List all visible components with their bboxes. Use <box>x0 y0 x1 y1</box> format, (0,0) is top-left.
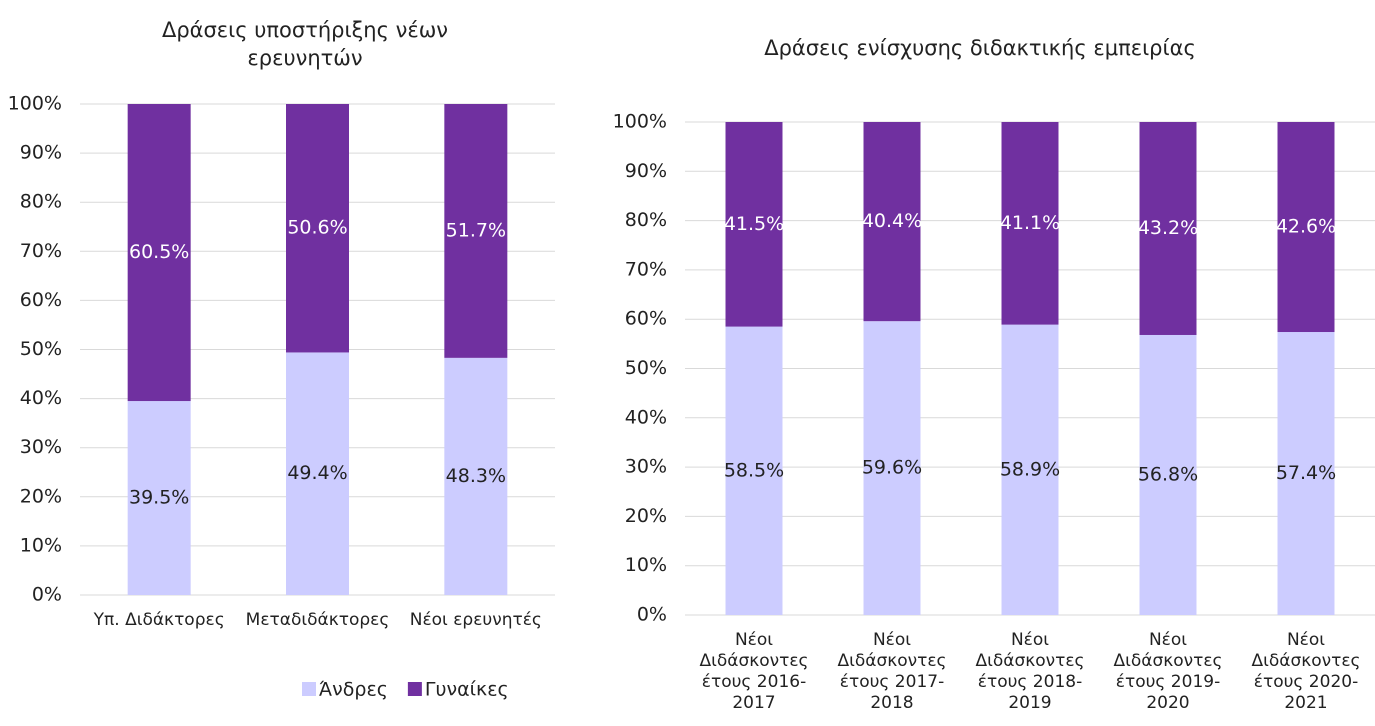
y-tick-label: 80% <box>625 209 667 231</box>
bar-segment <box>444 357 508 595</box>
bar-segment <box>863 321 921 615</box>
legend-label: Άνδρες <box>319 679 388 701</box>
bar-segment <box>1139 122 1197 335</box>
value-label: 56.8% <box>1138 463 1198 485</box>
legend-swatch <box>302 682 316 696</box>
x-tick-label: Νέοι Διδάσκοντες έτους 2016-2017 <box>699 630 809 713</box>
y-tick-label: 40% <box>20 387 62 409</box>
value-label: 40.4% <box>862 210 922 232</box>
y-tick-label: 50% <box>625 357 667 379</box>
y-tick-label: 100% <box>613 111 667 133</box>
y-tick-label: 30% <box>20 436 62 458</box>
bar-segment <box>286 352 349 595</box>
bar-segment <box>1139 334 1197 615</box>
x-tick-label: Νέοι Διδάσκοντες έτους 2017-2018 <box>837 630 947 713</box>
y-tick-label: 100% <box>8 93 62 115</box>
value-label: 39.5% <box>129 487 189 509</box>
y-tick-label: 40% <box>625 406 667 428</box>
y-tick-label: 90% <box>625 160 667 182</box>
value-label: 58.9% <box>1000 458 1060 480</box>
y-tick-label: 30% <box>625 456 667 478</box>
value-label: 42.6% <box>1276 216 1336 238</box>
y-tick-label: 10% <box>625 554 667 576</box>
chart-title: Δράσεις υποστήριξης νέων ερευνητών <box>161 18 449 70</box>
x-tick-label: Υπ. Διδάκτορες <box>93 610 225 630</box>
legend-label: Γυναίκες <box>425 679 509 701</box>
value-label: 41.1% <box>1000 212 1060 234</box>
bar-segment <box>863 122 921 322</box>
bar-segment <box>725 122 783 327</box>
y-tick-label: 70% <box>20 240 62 262</box>
value-label: 58.5% <box>724 459 784 481</box>
x-tick-label: Νέοι Διδάσκοντες έτους 2019-2020 <box>1113 630 1223 713</box>
bar-segment <box>1001 324 1059 615</box>
value-label: 48.3% <box>446 465 506 487</box>
y-tick-label: 80% <box>20 191 62 213</box>
x-tick-label: Νέοι Διδάσκοντες έτους 2018-2019 <box>975 630 1085 713</box>
value-label: 59.6% <box>862 457 922 479</box>
bar-segment <box>1277 332 1335 615</box>
bar-segment <box>1277 122 1335 333</box>
bar-segment <box>127 104 191 402</box>
bar-segment <box>286 104 349 353</box>
value-label: 41.5% <box>724 213 784 235</box>
bar-segment <box>127 401 191 595</box>
y-tick-label: 60% <box>20 289 62 311</box>
y-tick-label: 60% <box>625 308 667 330</box>
y-tick-label: 90% <box>20 142 62 164</box>
bar-segment <box>725 326 783 615</box>
x-tick-label: Νέοι Διδάσκοντες έτους 2020-2021 <box>1251 630 1361 713</box>
x-tick-label: Νέοι ερευνητές <box>409 610 542 630</box>
y-tick-label: 10% <box>20 534 62 556</box>
y-tick-label: 20% <box>625 505 667 527</box>
bar-segment <box>1001 122 1059 325</box>
y-tick-label: 0% <box>637 604 667 626</box>
y-tick-label: 50% <box>20 338 62 360</box>
legend-swatch <box>407 682 422 696</box>
bar-segment <box>444 104 508 358</box>
value-label: 51.7% <box>446 219 506 241</box>
value-label: 57.4% <box>1276 462 1336 484</box>
x-tick-label: Μεταδιδάκτορες <box>245 610 390 630</box>
chart-title: Δράσεις ενίσχυσης διδακτικής εμπειρίας <box>764 36 1196 60</box>
y-tick-label: 0% <box>32 584 62 606</box>
value-label: 60.5% <box>129 241 189 263</box>
y-tick-label: 20% <box>20 485 62 507</box>
value-label: 43.2% <box>1138 217 1198 239</box>
value-label: 50.6% <box>287 217 347 239</box>
y-tick-label: 70% <box>625 258 667 280</box>
value-label: 49.4% <box>287 462 347 484</box>
